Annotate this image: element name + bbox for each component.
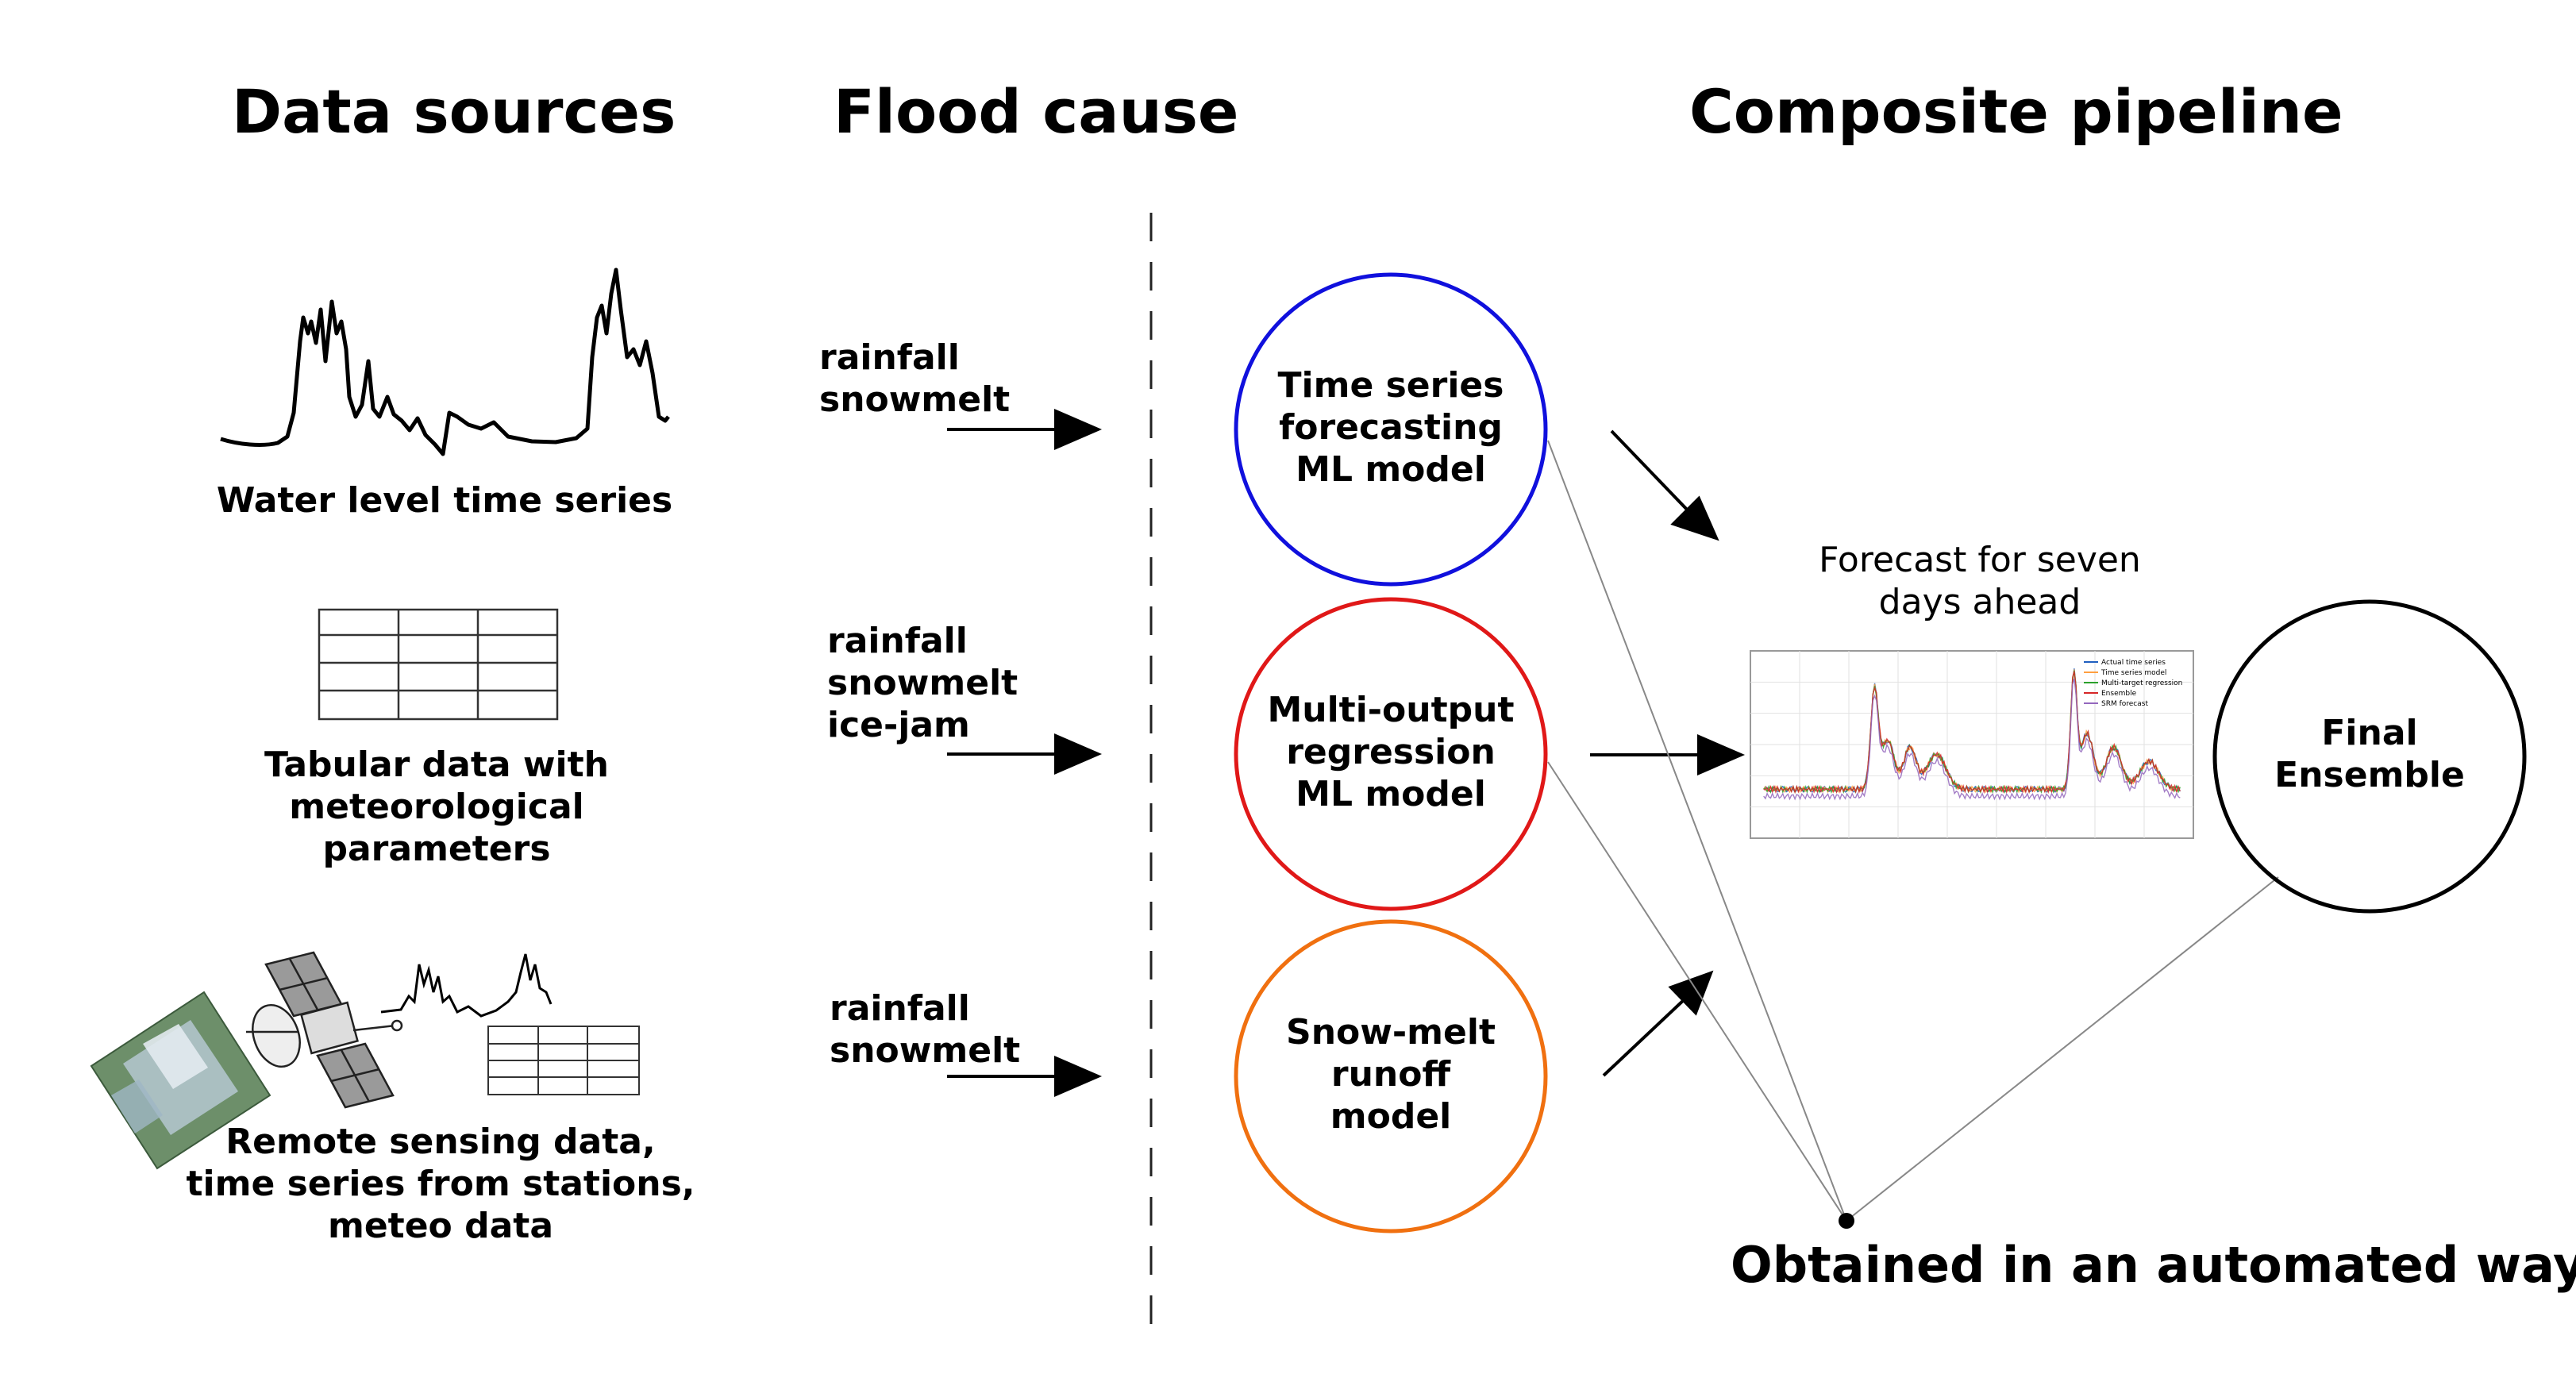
legend-label: Multi-target regression: [2101, 679, 2182, 687]
legend-label: SRM forecast: [2101, 700, 2148, 708]
cause-label-3: rainfall snowmelt: [830, 988, 1021, 1071]
automated-label: Obtained in an automated way: [1731, 1236, 2576, 1294]
final-ensemble-circle: [2212, 599, 2527, 914]
automation-lines: [1547, 440, 2279, 1222]
forecast-chart: Actual time series Time series model Multi…: [1750, 650, 2194, 839]
satellite-icon: [246, 951, 403, 1109]
legend-label: Actual time series: [2101, 659, 2166, 667]
cause-arrows: [947, 408, 1103, 1098]
station-table-icon: [487, 1026, 640, 1095]
forecast-series-line: [1763, 678, 2181, 801]
final-ensemble-label: Final Ensemble: [2274, 713, 2465, 795]
station-series-icon: [380, 953, 553, 1018]
model-circle-snow-melt: [1234, 919, 1548, 1233]
legend-label: Ensemble: [2101, 690, 2137, 698]
forecast-series-line: [1763, 671, 2181, 795]
model-circle-multi-output: [1234, 597, 1548, 911]
automation-dot: [1839, 1213, 1854, 1229]
source-label-tabular: Tabular data with meteorological paramet…: [264, 745, 609, 869]
source-label-water-level: Water level time series: [216, 480, 673, 521]
cause-label-2: rainfall snowmelt ice-jam: [827, 621, 1018, 745]
legend-label: Time series model: [2100, 669, 2166, 677]
arrow-head-1: [1054, 408, 1103, 451]
heading-data-sources: Data sources: [232, 76, 676, 147]
heading-flood-cause: Flood cause: [834, 76, 1239, 147]
forecast-title: Forecast for seven days ahead: [1819, 540, 2141, 622]
model-label-time-series: Time series forecasting ML model: [1277, 365, 1504, 490]
heading-composite-pipeline: Composite pipeline: [1689, 76, 2343, 147]
model-circle-time-series: [1234, 272, 1548, 587]
model-label-snow-melt: Snow-melt runoff model: [1286, 1012, 1496, 1137]
model-label-multi-output: Multi-output regression ML model: [1267, 690, 1515, 814]
source-label-remote-sensing: Remote sensing data, time series from st…: [186, 1122, 695, 1246]
arrow-head-3: [1054, 1055, 1103, 1098]
cause-label-1: rainfall snowmelt: [819, 337, 1011, 420]
satellite-image-icon: [90, 991, 271, 1170]
line-chart-icon: [220, 267, 670, 456]
arrow-head-2: [1054, 733, 1103, 775]
table-icon: [318, 608, 559, 721]
model-arrows: [1590, 429, 1746, 1077]
